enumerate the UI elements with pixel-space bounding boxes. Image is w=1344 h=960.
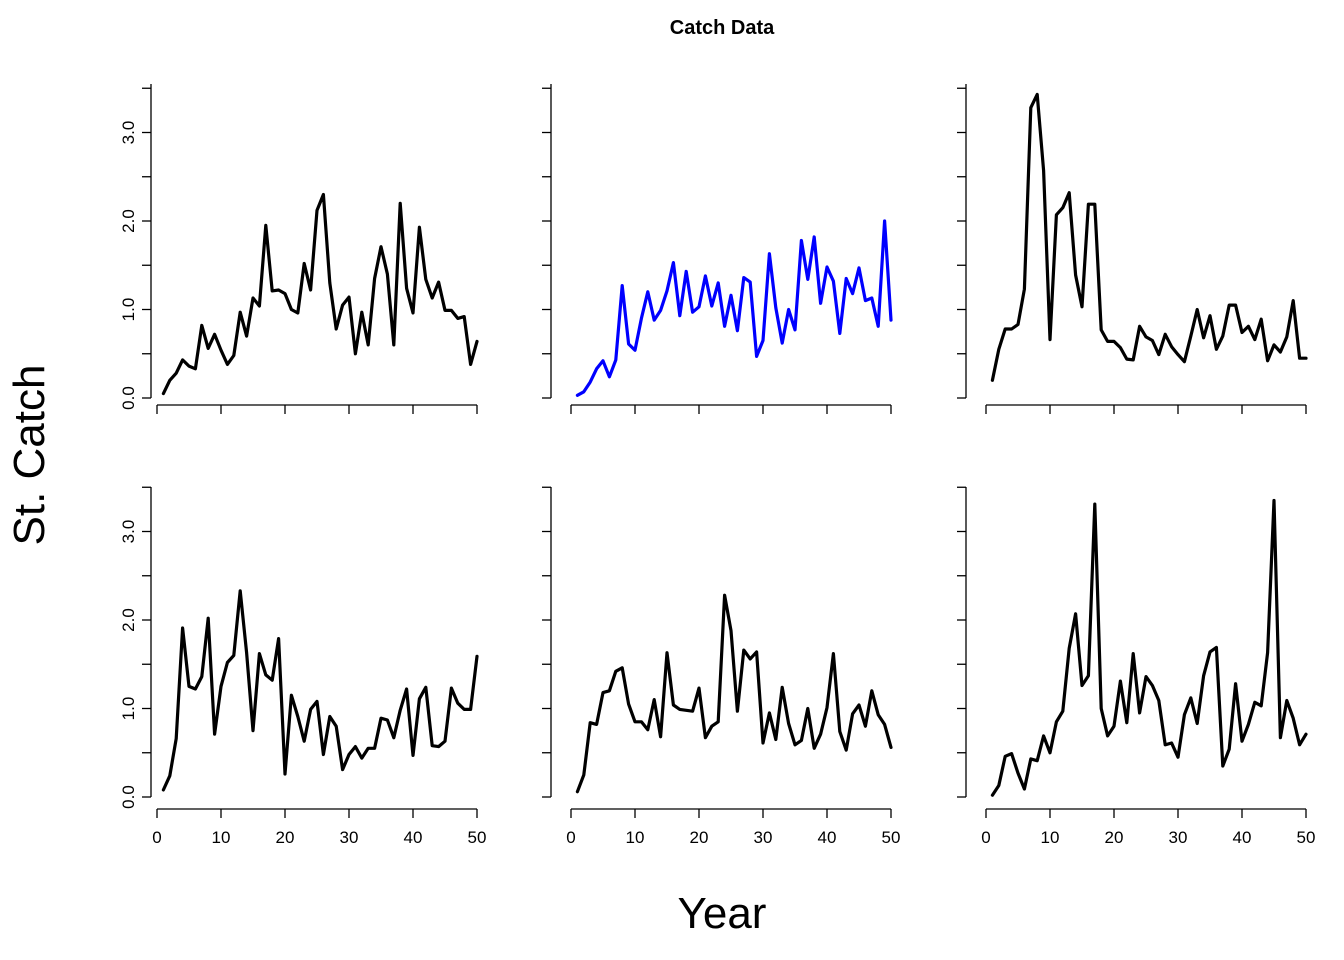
x-tick-label: 50 bbox=[882, 828, 901, 847]
x-tick-label: 30 bbox=[754, 828, 773, 847]
x-axis bbox=[156, 404, 478, 414]
y-tick-label: 0.0 bbox=[119, 386, 138, 410]
series-line bbox=[575, 219, 893, 397]
y-tick-label: 2.0 bbox=[119, 209, 138, 233]
x-tick-label: 40 bbox=[818, 828, 837, 847]
series-line bbox=[161, 589, 479, 792]
y-axis: 0.0 1.0 2.0 3.0 bbox=[119, 486, 152, 809]
series-line bbox=[990, 92, 1308, 382]
series-line bbox=[575, 593, 893, 794]
chart-title: Catch Data bbox=[670, 17, 775, 39]
x-tick-label: 20 bbox=[690, 828, 709, 847]
x-axis bbox=[985, 404, 1307, 414]
y-tick-label: 0.0 bbox=[119, 785, 138, 809]
y-tick-label: 3.0 bbox=[119, 121, 138, 145]
x-tick-label: 40 bbox=[404, 828, 423, 847]
panel-6: 0 10 20 30 40 50 bbox=[957, 486, 1316, 847]
y-axis bbox=[542, 486, 552, 798]
y-axis-label: St. Catch bbox=[5, 365, 54, 546]
x-axis: 0 10 20 30 40 50 bbox=[566, 808, 901, 847]
x-tick-label: 0 bbox=[152, 828, 161, 847]
y-axis bbox=[542, 84, 552, 399]
x-axis: 0 10 20 30 40 50 bbox=[981, 808, 1316, 847]
y-tick-label: 3.0 bbox=[119, 520, 138, 544]
y-tick-label: 2.0 bbox=[119, 608, 138, 632]
series-line bbox=[161, 192, 479, 396]
panel-4: 0.0 1.0 2.0 3.0 0 10 20 30 40 50 bbox=[119, 486, 487, 847]
y-tick-label: 1.0 bbox=[119, 298, 138, 322]
y-axis bbox=[957, 84, 967, 399]
x-tick-label: 20 bbox=[276, 828, 295, 847]
x-tick-label: 50 bbox=[468, 828, 487, 847]
x-axis: 0 10 20 30 40 50 bbox=[152, 808, 487, 847]
x-tick-label: 0 bbox=[981, 828, 990, 847]
x-tick-label: 30 bbox=[340, 828, 359, 847]
series-line bbox=[990, 498, 1308, 797]
x-tick-label: 10 bbox=[1041, 828, 1060, 847]
x-tick-label: 50 bbox=[1297, 828, 1316, 847]
x-tick-label: 40 bbox=[1233, 828, 1252, 847]
panel-3 bbox=[957, 84, 1308, 414]
panel-5: 0 10 20 30 40 50 bbox=[542, 486, 901, 847]
x-axis-label: Year bbox=[678, 889, 767, 938]
x-tick-label: 0 bbox=[566, 828, 575, 847]
y-tick-label: 1.0 bbox=[119, 697, 138, 721]
panel-2 bbox=[542, 84, 893, 414]
x-tick-label: 30 bbox=[1169, 828, 1188, 847]
x-tick-label: 10 bbox=[626, 828, 645, 847]
panel-grid: 0.0 1.0 2.0 3.0 0.0 1.0 2.0 3.0 0 10 20 30 40 50 0 10 20… bbox=[119, 84, 1315, 847]
y-axis bbox=[957, 486, 967, 798]
x-tick-label: 20 bbox=[1105, 828, 1124, 847]
panel-1: 0.0 1.0 2.0 3.0 bbox=[119, 84, 479, 414]
y-axis: 0.0 1.0 2.0 3.0 bbox=[119, 84, 152, 410]
x-tick-label: 10 bbox=[212, 828, 231, 847]
x-axis bbox=[570, 404, 892, 414]
